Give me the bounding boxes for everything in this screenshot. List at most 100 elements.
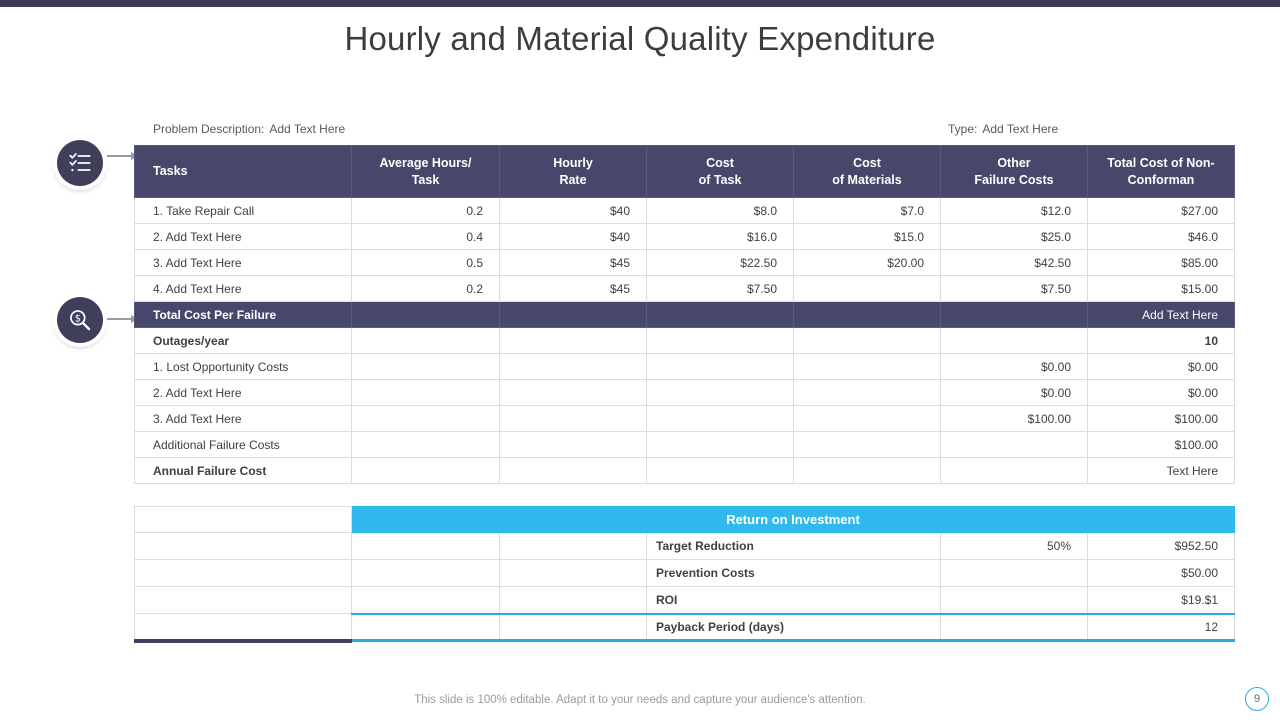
arrow-to-header (107, 152, 138, 160)
value-cell: $45 (499, 275, 647, 302)
empty-cell (499, 532, 647, 560)
value-cell: $7.50 (646, 275, 794, 302)
empty-cell (499, 612, 647, 642)
spacer-cell (135, 484, 1235, 507)
empty-cell (134, 613, 352, 643)
row-label-cell: 3. Add Text Here (134, 405, 352, 432)
value-cell: $100.00 (940, 405, 1088, 432)
value-cell (351, 301, 500, 328)
value-cell[interactable]: Text Here (1087, 457, 1235, 484)
row-label-cell: 2. Add Text Here (134, 223, 352, 250)
empty-cell (134, 532, 352, 560)
roi-value-cell: $19.$1 (1087, 586, 1235, 614)
value-cell: $0.00 (940, 353, 1088, 380)
table-row: Additional Failure Costs $100.00 (134, 431, 1235, 458)
roi-label-cell: Target Reduction (646, 532, 941, 560)
value-cell (793, 457, 941, 484)
roi-header-row: Return on Investment (134, 506, 1235, 533)
value-cell (351, 353, 500, 380)
empty-cell (351, 612, 500, 642)
value-cell (793, 431, 941, 458)
row-label-cell: Total Cost Per Failure (134, 301, 352, 328)
table-row: Annual Failure Cost Text Here (134, 457, 1235, 484)
value-cell (793, 301, 941, 328)
value-cell: $42.50 (940, 249, 1088, 276)
column-header: Cost of Task (646, 145, 794, 198)
value-cell: 10 (1087, 327, 1235, 354)
problem-description-label: Problem Description: (153, 122, 265, 136)
value-cell: $40 (499, 223, 647, 250)
value-cell (646, 327, 794, 354)
table-row: 4. Add Text Here 0.2 $45 $7.50 $7.50 $15.00 (134, 275, 1235, 302)
value-cell: $46.0 (1087, 223, 1235, 250)
value-cell (499, 457, 647, 484)
value-cell (499, 431, 647, 458)
value-cell (499, 379, 647, 406)
roi-row: Prevention Costs $50.00 (134, 559, 1235, 587)
empty-cell (499, 586, 647, 614)
empty-cell (134, 559, 352, 587)
empty-cell (351, 532, 500, 560)
problem-description-value[interactable]: Add Text Here (269, 122, 346, 136)
value-cell (351, 379, 500, 406)
table-row: Outages/year 10 (134, 327, 1235, 354)
table-row: 3. Add Text Here $100.00 $100.00 (134, 405, 1235, 432)
value-cell: $16.0 (646, 223, 794, 250)
row-label-cell: 1. Lost Opportunity Costs (134, 353, 352, 380)
roi-label-cell: Prevention Costs (646, 559, 941, 587)
value-cell: $100.00 (1087, 405, 1235, 432)
type-field: Type: Add Text Here (948, 122, 1058, 136)
value-cell (351, 327, 500, 354)
slide-title: Hourly and Material Quality Expenditure (344, 20, 936, 57)
roi-value-cell: 12 (1087, 612, 1235, 642)
value-cell: 0.2 (351, 197, 500, 224)
table-row: 2. Add Text Here 0.4 $40 $16.0 $15.0 $25.0 $46… (134, 223, 1235, 250)
value-cell (793, 353, 941, 380)
column-header: Tasks (134, 145, 352, 198)
column-header: Average Hours/ Task (351, 145, 500, 198)
value-cell (793, 379, 941, 406)
roi-mid-value-cell: 50% (940, 532, 1088, 560)
roi-label-cell: ROI (646, 586, 941, 614)
table-row: Total Cost Per Failure Add Text Here (134, 301, 1235, 328)
table-row: 1. Take Repair Call 0.2 $40 $8.0 $7.0 $12.0 $2… (134, 197, 1235, 224)
row-label-cell: Additional Failure Costs (134, 431, 352, 458)
row-label-cell: 3. Add Text Here (134, 249, 352, 276)
value-cell: 0.5 (351, 249, 500, 276)
value-cell: $27.00 (1087, 197, 1235, 224)
type-value[interactable]: Add Text Here (982, 122, 1059, 136)
value-cell: $100.00 (1087, 431, 1235, 458)
value-cell (793, 405, 941, 432)
value-cell[interactable]: Add Text Here (1087, 301, 1235, 328)
value-cell (940, 327, 1088, 354)
empty-cell (351, 559, 500, 587)
value-cell (351, 405, 500, 432)
problem-description: Problem Description: Add Text Here (153, 122, 345, 136)
value-cell (940, 457, 1088, 484)
value-cell: $20.00 (793, 249, 941, 276)
value-cell: $8.0 (646, 197, 794, 224)
value-cell: $85.00 (1087, 249, 1235, 276)
value-cell: $15.00 (1087, 275, 1235, 302)
expenditure-table-wrap: Tasks Average Hours/ Task Hourly Rate Cost … (134, 145, 1235, 643)
value-cell: $45 (499, 249, 647, 276)
value-cell: $0.00 (1087, 379, 1235, 406)
table-row: 2. Add Text Here $0.00 $0.00 (134, 379, 1235, 406)
footer-note: This slide is 100% editable. Adapt it to… (414, 694, 866, 706)
value-cell (499, 301, 647, 328)
empty-cell (134, 506, 352, 533)
roi-header-cell: Return on Investment (351, 506, 1235, 533)
value-cell (351, 431, 500, 458)
type-label: Type: (948, 122, 978, 136)
table-row: 1. Lost Opportunity Costs $0.00 $0.00 (134, 353, 1235, 380)
empty-cell (499, 559, 647, 587)
roi-row: Target Reduction 50% $952.50 (134, 532, 1235, 560)
svg-text:$: $ (75, 314, 81, 325)
row-label-cell: 1. Take Repair Call (134, 197, 352, 224)
value-cell: $0.00 (940, 379, 1088, 406)
row-label-cell: 2. Add Text Here (134, 379, 352, 406)
roi-mid-value-cell (940, 586, 1088, 614)
roi-value-cell: $50.00 (1087, 559, 1235, 587)
value-cell (940, 431, 1088, 458)
roi-mid-value-cell (940, 612, 1088, 642)
